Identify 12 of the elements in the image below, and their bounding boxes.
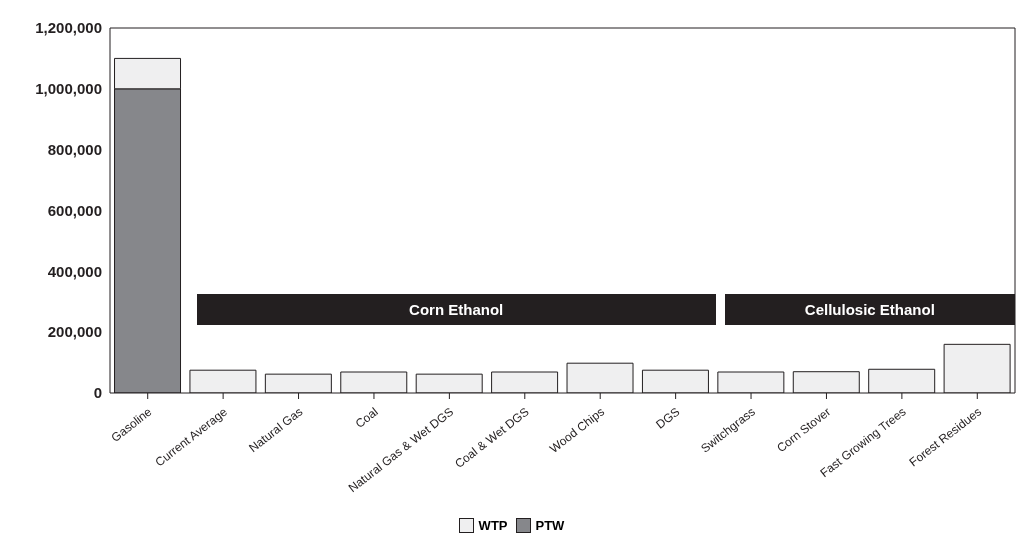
y-tick-label: 400,000 (47, 262, 102, 280)
y-tick-label: 1,200,000 (35, 19, 102, 37)
x-tick-label: Coal (352, 404, 381, 431)
y-tick-label: 600,000 (47, 201, 102, 219)
y-tick-label: 1,000,000 (35, 80, 102, 98)
legend-label: PTW (534, 518, 565, 533)
annotation: Corn Ethanol (409, 301, 504, 319)
annotation: Cellulosic Ethanol (804, 301, 935, 319)
y-tick-label: 200,000 (47, 323, 102, 341)
y-tick-label: 800,000 (47, 140, 102, 158)
legend-label: WTP (477, 518, 508, 533)
y-tick-label: 0 (93, 384, 102, 402)
